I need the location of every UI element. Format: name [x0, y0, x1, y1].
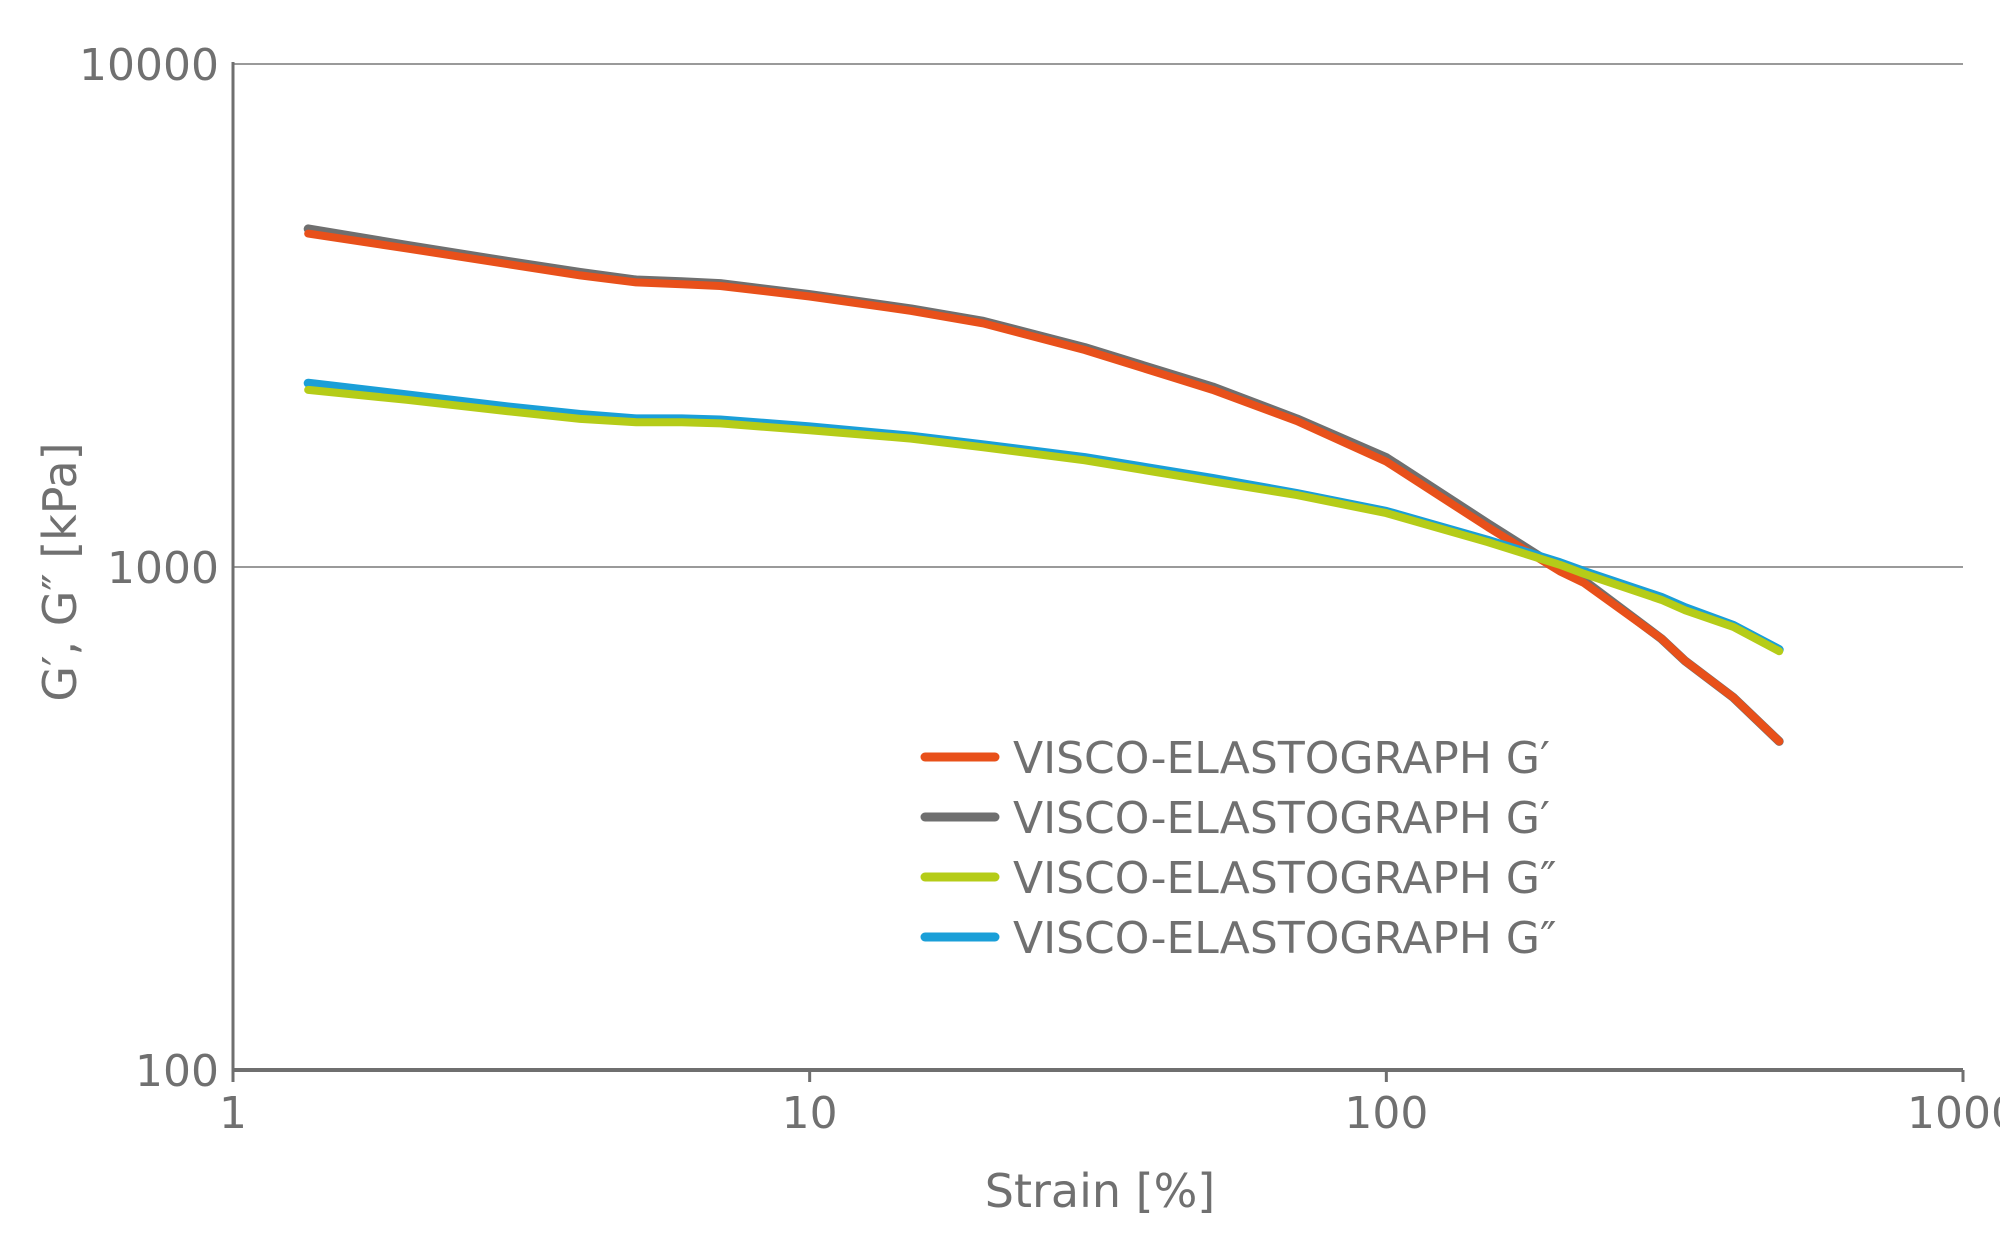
legend-label-4: VISCO-ELASTOGRAPH G″	[1013, 913, 1556, 964]
x-axis-label: Strain [%]	[985, 1164, 1216, 1218]
tick-labels: 100 1000 10000 1 10 100 1000	[79, 40, 2000, 1139]
series-line-4	[303, 378, 1784, 655]
y-tick-label-1000: 1000	[107, 543, 219, 594]
x-tick-label-1000: 1000	[1907, 1088, 2000, 1139]
legend: VISCO-ELASTOGRAPH G′ VISCO-ELASTOGRAPH G′…	[920, 733, 1556, 964]
y-axis-label: G′, G″ [kPa]	[33, 442, 87, 701]
series-lines	[303, 224, 1784, 746]
x-tick-label-100: 100	[1344, 1088, 1428, 1139]
x-tick-label-10: 10	[782, 1088, 838, 1139]
legend-label-2: VISCO-ELASTOGRAPH G′	[1013, 793, 1550, 844]
series-line-3	[304, 385, 1784, 656]
axes	[231, 62, 1965, 1082]
y-tick-label-10000: 10000	[79, 40, 219, 91]
y-tick-label-100: 100	[135, 1046, 219, 1097]
legend-label-3: VISCO-ELASTOGRAPH G″	[1013, 853, 1556, 904]
series-line-2	[303, 224, 1784, 746]
legend-label-1: VISCO-ELASTOGRAPH G′	[1013, 733, 1550, 784]
x-tick-label-1: 1	[219, 1088, 247, 1139]
series-line-1	[304, 229, 1784, 746]
grid-lines	[233, 63, 1963, 568]
